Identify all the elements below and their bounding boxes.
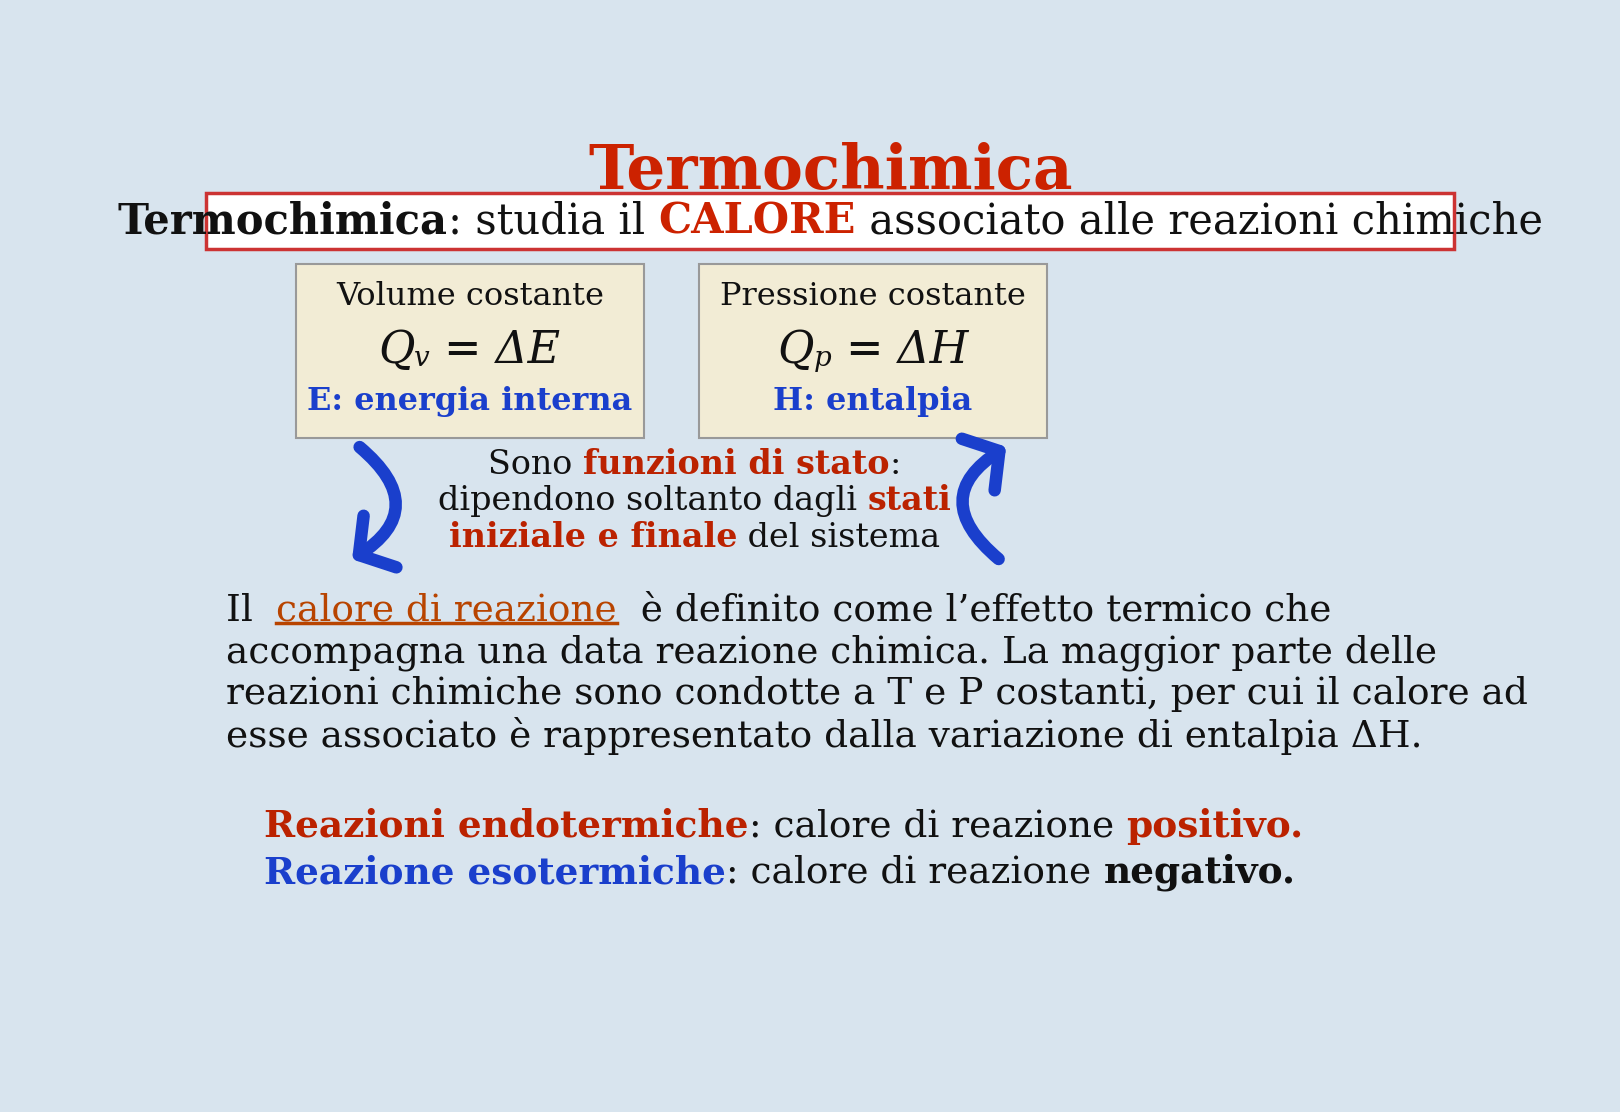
Text: : studia il: : studia il bbox=[447, 200, 658, 242]
Text: associato alle reazioni chimiche: associato alle reazioni chimiche bbox=[855, 200, 1542, 242]
Text: : calore di reazione: : calore di reazione bbox=[726, 855, 1103, 891]
Text: v: v bbox=[415, 345, 429, 371]
Text: Il: Il bbox=[225, 593, 277, 629]
Text: esse associato è rappresentato dalla variazione di entalpia ΔH.: esse associato è rappresentato dalla var… bbox=[225, 716, 1422, 755]
Text: Reazioni endotermiche: Reazioni endotermiche bbox=[264, 808, 748, 845]
Text: :: : bbox=[889, 448, 901, 480]
Text: negativo.: negativo. bbox=[1103, 854, 1296, 892]
Text: positivo.: positivo. bbox=[1126, 808, 1302, 845]
Text: H: entalpia: H: entalpia bbox=[773, 386, 972, 417]
Text: CALORE: CALORE bbox=[658, 200, 855, 242]
Text: stati: stati bbox=[867, 484, 951, 517]
Text: funzioni di stato: funzioni di stato bbox=[583, 448, 889, 481]
FancyBboxPatch shape bbox=[295, 265, 645, 438]
FancyBboxPatch shape bbox=[206, 193, 1455, 249]
Text: Pressione costante: Pressione costante bbox=[719, 281, 1025, 312]
Text: = ΔE: = ΔE bbox=[429, 329, 561, 373]
Text: Sono: Sono bbox=[488, 448, 583, 480]
Text: calore di reazione: calore di reazione bbox=[277, 593, 617, 629]
FancyArrowPatch shape bbox=[962, 439, 1000, 559]
Text: : calore di reazione: : calore di reazione bbox=[748, 808, 1126, 844]
Text: del sistema: del sistema bbox=[737, 522, 941, 554]
Text: reazioni chimiche sono condotte a T e P costanti, per cui il calore ad: reazioni chimiche sono condotte a T e P … bbox=[225, 676, 1528, 712]
Text: dipendono soltanto dagli: dipendono soltanto dagli bbox=[437, 485, 867, 517]
Text: p: p bbox=[813, 345, 831, 371]
Text: è definito come l’effetto termico che: è definito come l’effetto termico che bbox=[617, 593, 1332, 629]
Text: Volume costante: Volume costante bbox=[335, 281, 604, 312]
Text: E: energia interna: E: energia interna bbox=[308, 386, 632, 417]
Text: Q: Q bbox=[778, 329, 813, 373]
Text: Q: Q bbox=[377, 329, 415, 373]
Text: iniziale e finale: iniziale e finale bbox=[449, 522, 737, 554]
Text: Termochimica: Termochimica bbox=[118, 200, 447, 242]
Text: Reazione esotermiche: Reazione esotermiche bbox=[264, 854, 726, 891]
Text: = ΔH: = ΔH bbox=[831, 329, 969, 373]
FancyArrowPatch shape bbox=[360, 447, 397, 567]
Text: accompagna una data reazione chimica. La maggior parte delle: accompagna una data reazione chimica. La… bbox=[225, 634, 1437, 671]
FancyBboxPatch shape bbox=[698, 265, 1047, 438]
Text: Termochimica: Termochimica bbox=[588, 142, 1072, 202]
